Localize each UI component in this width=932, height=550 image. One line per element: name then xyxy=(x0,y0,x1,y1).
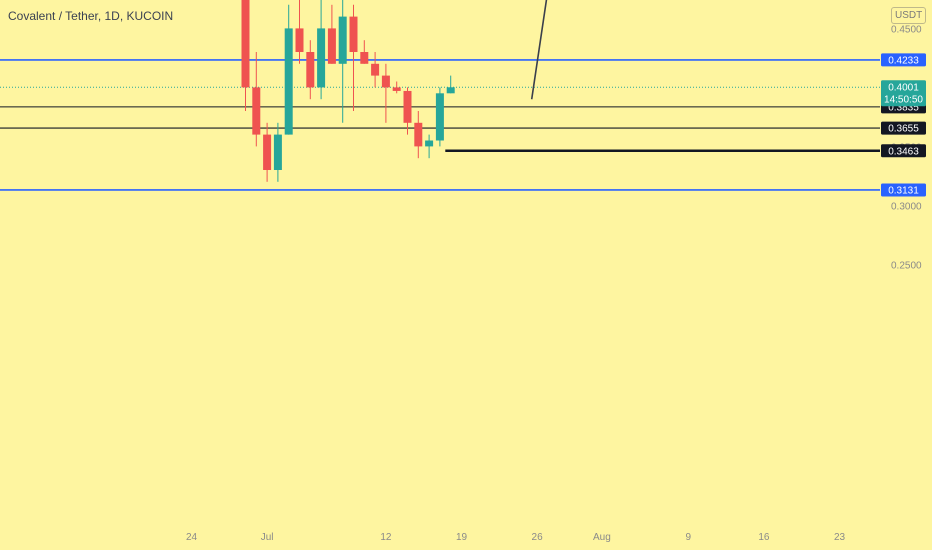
level-label-1-bg xyxy=(881,53,926,67)
x-tick-label-0: 24 xyxy=(186,532,198,543)
candle-19 xyxy=(381,63,390,123)
level-label-1: 0.4233 xyxy=(888,55,919,66)
candle-body-7 xyxy=(252,87,261,135)
level-label-5: 0.3131 xyxy=(888,185,919,196)
candle-23 xyxy=(425,134,434,159)
candle-8 xyxy=(263,122,272,182)
x-tick-label-3: 19 xyxy=(456,532,468,543)
candle-body-22 xyxy=(414,122,423,147)
candle-body-10 xyxy=(284,28,293,135)
candle-21 xyxy=(403,87,412,135)
x-tick-label-2: 12 xyxy=(380,532,392,543)
candle-body-21 xyxy=(403,90,412,123)
current-price-label: 0.4001 xyxy=(888,82,919,93)
candle-body-17 xyxy=(360,52,369,64)
candle-body-9 xyxy=(273,134,282,170)
candle-body-16 xyxy=(349,16,358,53)
level-label-4: 0.3463 xyxy=(888,146,919,157)
x-tick-label-8: 23 xyxy=(834,532,846,543)
candle-14 xyxy=(327,4,336,64)
candle-body-15 xyxy=(338,16,347,64)
candle-body-6 xyxy=(241,0,250,88)
candle-6 xyxy=(241,0,250,111)
candles xyxy=(241,0,455,182)
candle-body-24 xyxy=(435,93,444,141)
candle-10 xyxy=(284,4,293,135)
y-tick-label-8: 0.4500 xyxy=(891,24,922,35)
candle-9 xyxy=(273,122,282,182)
x-tick-label-1: Jul xyxy=(261,532,274,543)
currency-button[interactable]: USDT xyxy=(891,7,927,24)
time-axis[interactable]: 24 Jul 12 19 26 Aug 9 16 23 xyxy=(186,532,846,543)
level-label-3-bg xyxy=(881,121,926,135)
candle-11 xyxy=(295,0,304,64)
candle-body-20 xyxy=(392,87,401,91)
candle-body-18 xyxy=(371,63,380,76)
candle-20 xyxy=(392,81,401,94)
candle-body-14 xyxy=(327,28,336,64)
price-labels: 0.75710.42330.38350.36550.34630.31310.40… xyxy=(881,53,926,197)
candle-25 xyxy=(446,75,455,94)
level-label-2: 0.3835 xyxy=(888,102,919,113)
candle-16 xyxy=(349,4,358,111)
candle-body-25 xyxy=(446,87,455,94)
x-tick-label-6: 9 xyxy=(686,532,692,543)
x-tick-label-4: 26 xyxy=(532,532,544,543)
candle-24 xyxy=(435,87,444,147)
candle-18 xyxy=(371,52,380,88)
candle-12 xyxy=(306,40,315,100)
arrow-shaft xyxy=(530,0,548,100)
candle-body-19 xyxy=(381,75,390,88)
candle-22 xyxy=(414,111,423,159)
symbol-title[interactable]: Covalent / Tether, 1D, KUCOIN xyxy=(8,9,174,23)
current-price-label-bg xyxy=(881,80,926,107)
x-tick-label-5: Aug xyxy=(593,532,611,543)
candle-body-8 xyxy=(263,134,272,170)
level-label-5-bg xyxy=(881,183,926,197)
candle-17 xyxy=(360,40,369,64)
candle-body-13 xyxy=(317,28,326,88)
candle-7 xyxy=(252,52,261,147)
candle-body-12 xyxy=(306,52,315,88)
current-price-label-countdown: 14:50:50 xyxy=(884,94,923,105)
candle-body-23 xyxy=(425,140,434,147)
projection-arrow[interactable] xyxy=(530,0,601,100)
level-label-3: 0.3655 xyxy=(888,124,919,135)
candle-body-11 xyxy=(295,28,304,52)
y-tick-label-12: 0.2500 xyxy=(891,260,922,271)
candle-13 xyxy=(317,0,326,100)
candle-15 xyxy=(338,0,347,123)
level-label-4-bg xyxy=(881,144,926,158)
x-tick-label-7: 16 xyxy=(758,532,770,543)
y-tick-label-11: 0.3000 xyxy=(891,201,922,212)
